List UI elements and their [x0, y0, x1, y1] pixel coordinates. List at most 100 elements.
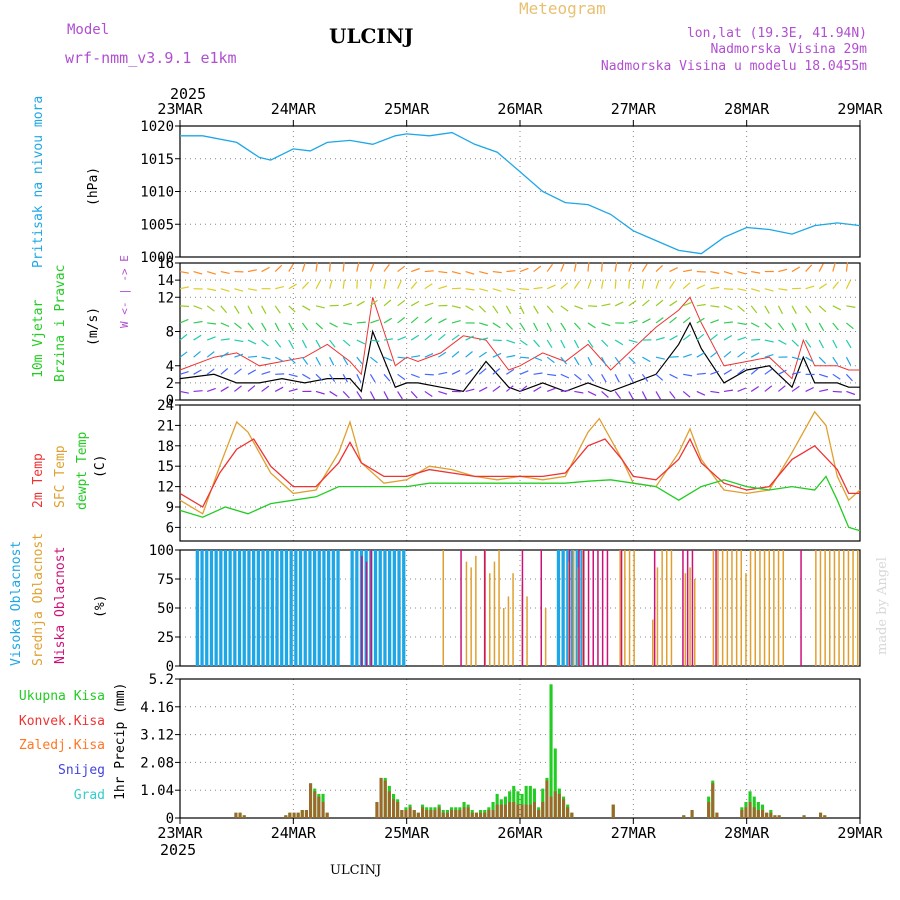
- wind-arrow: [397, 280, 402, 289]
- cloud-bar-high: [308, 550, 312, 666]
- wind-arrow: [573, 322, 581, 331]
- wind-arrow: [628, 391, 634, 400]
- cloud-bar-high: [331, 550, 335, 666]
- wind-arrow: [506, 385, 514, 392]
- precip-conv-bar: [769, 812, 773, 818]
- wind-arrow: [315, 305, 325, 309]
- wind-arrow: [669, 316, 677, 324]
- wind-arrow: [845, 262, 849, 272]
- precip-conv-bar: [752, 807, 756, 818]
- x-tick-label-bottom: 24MAR: [271, 824, 317, 842]
- wind-arrow: [261, 356, 271, 360]
- wind-arrow: [410, 316, 419, 324]
- wind-arrow: [818, 339, 825, 349]
- wind-arrow: [832, 339, 838, 349]
- precip-conv-bar: [375, 802, 379, 818]
- wind-arrow: [846, 390, 856, 396]
- precip-conv-bar: [474, 812, 478, 818]
- wind-arrow: [778, 268, 788, 273]
- wind-arrow: [179, 390, 189, 394]
- wind-arrow: [506, 368, 515, 375]
- wind-arrow: [845, 339, 852, 349]
- cloud-bar-high: [298, 550, 303, 666]
- cloud-bar-mid: [735, 550, 738, 666]
- wind-arrow: [247, 288, 257, 291]
- wind-arrow: [655, 264, 664, 273]
- temp-unit: (C): [93, 455, 108, 478]
- cloud-bar-high: [575, 550, 579, 666]
- precip-conv-bar: [429, 810, 433, 818]
- wind-arrow: [220, 270, 230, 274]
- wind-arrow: [206, 336, 216, 341]
- wind-arrow: [805, 305, 812, 314]
- wind-arrow: [819, 373, 828, 378]
- precip-conv-bar: [566, 807, 570, 818]
- wind-arrow: [342, 374, 349, 383]
- wind-arrow: [397, 373, 406, 381]
- wind-arrow: [506, 354, 516, 358]
- snow-label: Snijeg: [58, 763, 105, 778]
- wind-arrow: [846, 322, 854, 330]
- wind-arrow: [628, 339, 638, 343]
- wind-arrow: [465, 388, 475, 393]
- wind-arrow: [234, 368, 242, 375]
- precip-conv-bar: [445, 812, 449, 818]
- grad-label: Grad: [74, 788, 105, 803]
- wind-arrow: [533, 356, 543, 362]
- wind-arrow: [438, 390, 448, 395]
- wind-arrow: [560, 262, 565, 272]
- wind-arrow: [628, 374, 634, 383]
- wind-arrow: [845, 373, 853, 382]
- wind-arrow: [764, 288, 774, 292]
- wind-arrow: [641, 391, 648, 400]
- model-name: wrf-nmm_v3.9.1 e1km: [65, 49, 237, 67]
- wind-arrow: [533, 372, 543, 375]
- cloud-bar-mid: [572, 550, 575, 666]
- wind-arrow: [710, 305, 720, 308]
- precip-conv-bar: [466, 807, 470, 818]
- precip-conv-bar: [396, 802, 400, 818]
- precip-conv-bar: [532, 802, 536, 818]
- precip-total-bar: [512, 785, 516, 818]
- precip-conv-bar: [416, 812, 420, 818]
- model-elevation-text: Nadmorska Visina u modelu 18.0455m: [601, 59, 867, 74]
- cloud-bar-low: [587, 550, 590, 666]
- x-tick-label-top: 25MAR: [384, 100, 430, 118]
- wind-arrow: [587, 305, 598, 307]
- temp-2m-line: [179, 437, 860, 508]
- wind-arrow: [519, 370, 529, 375]
- dewpt-label: dewpt Temp: [75, 432, 90, 510]
- wind-arrow: [655, 373, 664, 381]
- precip-conv-bar: [483, 812, 487, 818]
- wind-arrow: [751, 270, 761, 274]
- wind-arrow: [696, 317, 705, 324]
- wind-arrow: [274, 356, 284, 362]
- cloud-bar-high: [336, 550, 340, 666]
- wind-arrow: [614, 262, 618, 272]
- wind-arrow: [193, 270, 203, 275]
- cloud-bar-high: [242, 550, 246, 666]
- wind-arrow: [193, 390, 203, 393]
- wind-arrow: [397, 265, 406, 273]
- cloud-bar-high: [195, 550, 199, 666]
- wind-arrow: [682, 301, 692, 307]
- x-tick-label-bottom: 25MAR: [384, 824, 430, 842]
- wind-arrow: [179, 371, 189, 375]
- wind-arrow: [778, 288, 788, 291]
- wind-arrow: [206, 305, 215, 312]
- wind-arrow: [234, 322, 242, 330]
- wind-arrow: [492, 322, 501, 329]
- cloud-bar-mid: [670, 550, 673, 666]
- precip-conv-bar: [441, 812, 445, 818]
- precip-conv-bar: [557, 793, 561, 818]
- precip-conv-bar: [387, 791, 391, 818]
- cloud-bar-mid: [712, 550, 715, 666]
- wind-arrow: [492, 305, 499, 314]
- cloud-bar-high: [200, 550, 204, 666]
- cloud-bar-low: [540, 550, 542, 666]
- cloud-bar-mid: [442, 550, 444, 666]
- wind-arrow: [683, 353, 692, 358]
- precip-conv-bar: [516, 804, 520, 818]
- wind-arrow: [288, 339, 294, 349]
- wind-arrow: [505, 322, 514, 330]
